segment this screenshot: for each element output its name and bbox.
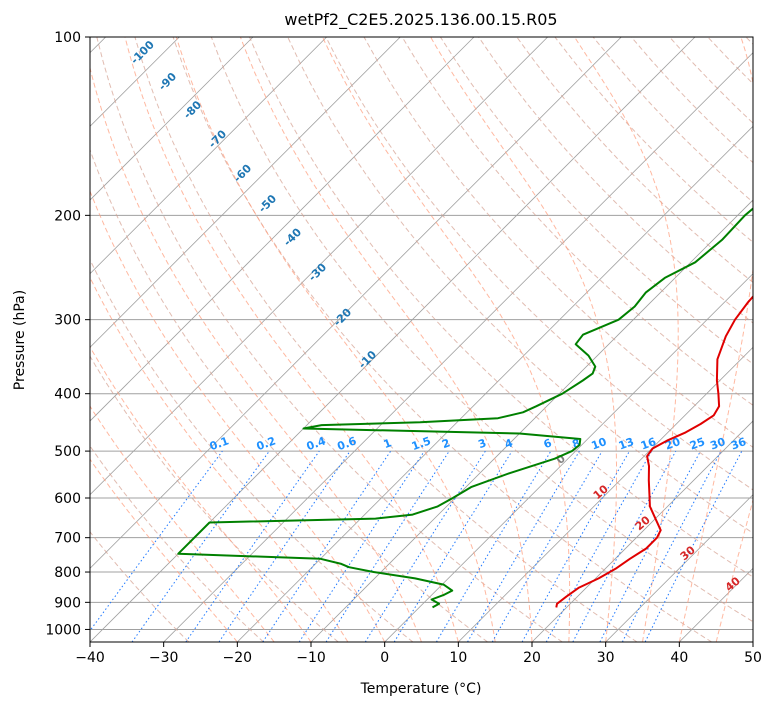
x-tick-label: 50 — [744, 650, 762, 666]
x-tick-label: −40 — [75, 650, 105, 666]
x-axis-label: Temperature (°C) — [360, 681, 482, 697]
x-tick-label: 40 — [670, 650, 688, 666]
y-tick-label: 100 — [54, 30, 81, 46]
x-tick-label: −30 — [149, 650, 179, 666]
y-tick-label: 1000 — [45, 622, 81, 638]
x-tick-label: −10 — [296, 650, 326, 666]
x-tick-label: −20 — [223, 650, 253, 666]
x-tick-label: 0 — [380, 650, 389, 666]
y-tick-label: 400 — [54, 387, 81, 403]
y-tick-label: 500 — [54, 444, 81, 460]
y-tick-label: 200 — [54, 208, 81, 224]
y-tick-label: 800 — [54, 565, 81, 581]
y-tick-label: 900 — [54, 595, 81, 611]
x-tick-label: 30 — [597, 650, 615, 666]
x-tick-label: 20 — [523, 650, 541, 666]
x-tick-label: 10 — [449, 650, 467, 666]
y-tick-label: 300 — [54, 313, 81, 329]
y-tick-label: 700 — [54, 531, 81, 547]
y-tick-label: 600 — [54, 491, 81, 507]
y-axis-label: Pressure (hPa) — [12, 290, 28, 390]
chart-title: wetPf2_C2E5.2025.136.00.15.R05 — [284, 10, 557, 30]
